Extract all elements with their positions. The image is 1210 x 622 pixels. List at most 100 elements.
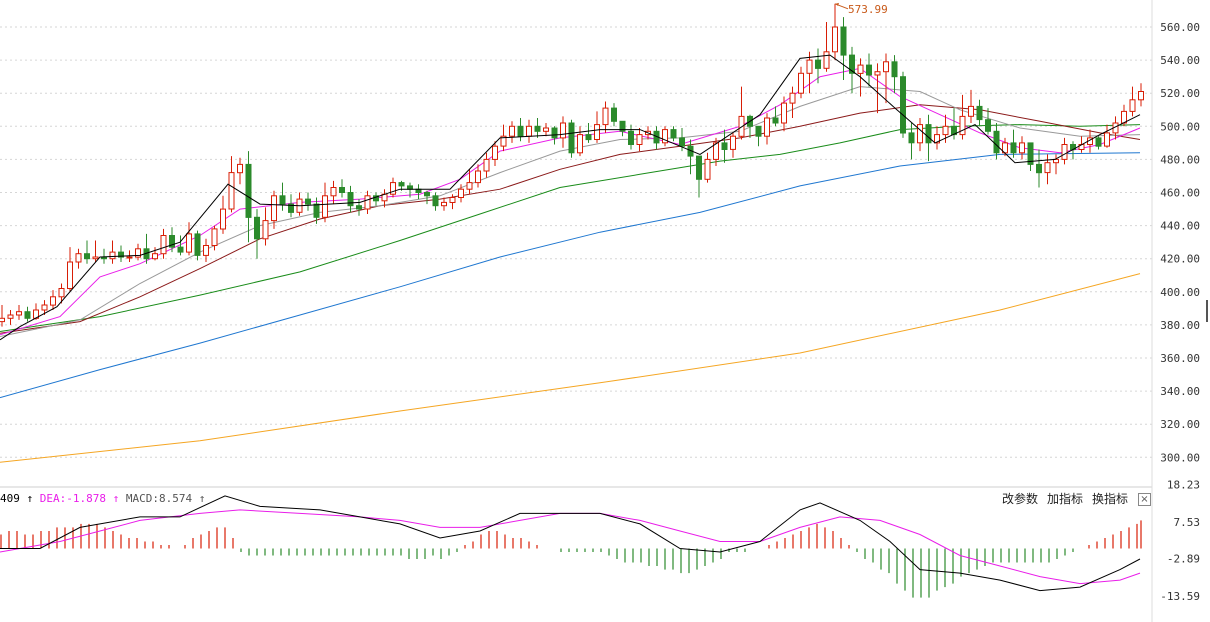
candle-down [347,192,354,207]
price-tick-label: 560.00 [1160,21,1200,34]
candle-down [534,125,541,132]
candle-up [483,158,490,172]
candle-down [1036,163,1042,174]
macd-histogram [0,520,1142,598]
candle-up [798,72,804,94]
candle-up [764,117,770,137]
candle-down [432,195,439,207]
ma120-line [0,152,1141,399]
ma250-path [0,273,1141,463]
dif-line [0,495,1141,592]
switch-indicator-button[interactable]: 换指标 [1092,492,1129,506]
dea-line [0,509,1141,585]
candle-up [526,125,532,137]
candle-up [50,296,56,306]
candle-down [611,107,617,122]
candle-up [262,220,269,240]
candle-down [517,125,524,137]
candle-down [1027,142,1034,165]
candle-down [398,182,405,187]
macd-tick-label: 18.23 [1167,479,1200,492]
candle-up [636,134,643,146]
candle-down [619,120,626,132]
arrow-up-icon: ↑ [198,492,206,505]
candle-up [823,51,830,69]
candle-down [696,155,702,180]
candle-down [891,61,898,78]
candle-up [492,145,498,160]
candle-down [985,119,991,132]
candle-up [509,125,515,137]
ma20-path [0,86,1141,337]
candle-up [16,311,22,316]
price-tick-label: 320.00 [1160,418,1200,431]
candle-up [1129,99,1136,112]
candle-down [194,233,201,256]
candle-up [75,253,82,263]
macd-tick-label: 7.53 [1174,516,1201,529]
macd-tick-label: -13.59 [1160,590,1200,603]
candle-up [7,314,14,319]
candle-up [1019,142,1025,154]
candle-up [602,107,609,126]
candle-down [313,203,320,218]
candle-down [1095,137,1102,147]
candle-up [92,256,99,260]
candle-up [806,59,813,74]
candle-down [424,192,430,197]
scroll-handle[interactable] [1206,300,1208,322]
candle-up [126,256,133,259]
candle-up [1138,91,1144,101]
macd-label: MACD:8.574 [125,492,193,505]
ma5-path [0,54,1141,341]
candle-down [866,64,872,76]
high-annotation: 573.99 [834,2,888,16]
candle-down [568,122,575,154]
dif-value: 409 [0,492,20,505]
macd-tick-label: -2.89 [1167,553,1200,566]
candle-down [339,187,345,193]
candle-up [713,142,719,160]
price-tick-label: 500.00 [1160,120,1200,133]
macd-axis: 18.23 7.53 -2.89 -13.59 [1160,479,1200,604]
dea-label: DEA:-1.878 [39,492,106,505]
dif-path [0,495,1141,592]
high-value-label: 573.99 [848,3,888,16]
candle-down [772,117,779,124]
candle-up [959,115,966,136]
candle-up [1044,162,1051,174]
candle-down [356,205,362,210]
candle-up [781,102,787,124]
candle-up [730,135,736,150]
candle-down [908,132,915,144]
candle-down [1010,142,1017,154]
candle-down [976,105,983,121]
candle-up [1104,132,1110,147]
price-tick-label: 440.00 [1160,220,1200,233]
candle-up [322,195,328,218]
candle-up [211,228,218,246]
candle-up [228,172,235,210]
close-icon[interactable]: × [1138,493,1151,506]
add-indicator-button[interactable]: 加指标 [1047,492,1084,506]
price-tick-label: 540.00 [1160,54,1200,67]
candle-down [993,130,1000,154]
candle-up [789,92,796,104]
candle-up [883,61,889,73]
candle-up [560,122,566,139]
candle-down [900,76,906,134]
price-tick-label: 300.00 [1160,451,1200,464]
candle-down [177,246,184,253]
candle-up [271,195,277,222]
candle-up [934,134,940,144]
macd-legend: 409 ↑ DEA:-1.878 ↑ MACD:8.574 ↑ [0,492,205,505]
candle-down [628,130,634,146]
candle-up [857,64,864,74]
change-params-button[interactable]: 改参数 [1002,492,1039,506]
price-tick-label: 460.00 [1160,187,1200,200]
candle-down [721,142,728,150]
candle-up [135,248,141,258]
price-tick-label: 520.00 [1160,87,1200,100]
price-tick-label: 380.00 [1160,319,1200,332]
